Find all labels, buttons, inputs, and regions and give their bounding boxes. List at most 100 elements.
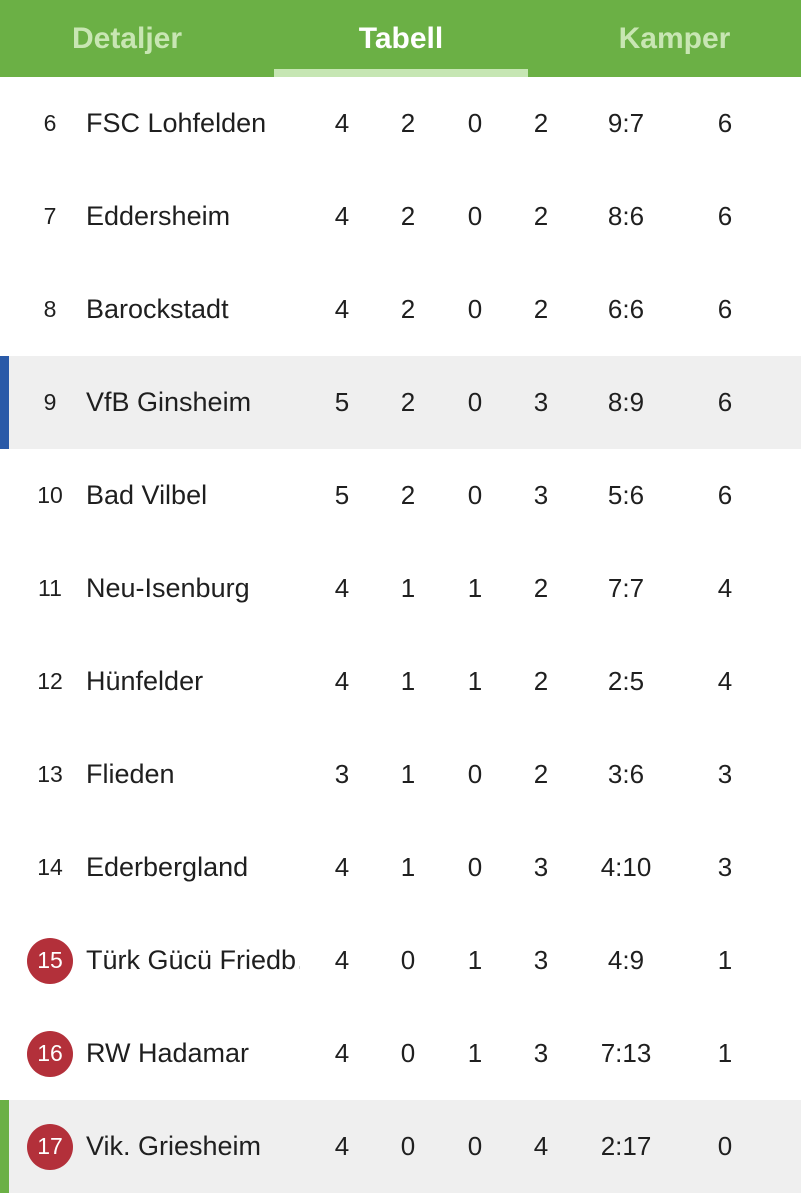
won-cell: 0 (400, 1131, 416, 1161)
drawn-cell: 0 (467, 108, 483, 138)
position-cell: 15 (20, 914, 80, 1007)
position-cell: 11 (38, 575, 62, 601)
table-row[interactable]: 7 Eddersheim 4 2 0 2 8:6 6 (0, 170, 801, 263)
lost-cell: 3 (533, 1038, 549, 1068)
points-cell: 6 (717, 294, 733, 324)
row-highlight-marker (0, 356, 9, 449)
team-name: Ederbergland (86, 852, 249, 882)
table-row[interactable]: 15 Türk Gücü Friedb… 4 0 1 3 4:9 1 (0, 914, 801, 1007)
position-cell: 17 (20, 1100, 80, 1193)
drawn-cell: 0 (467, 480, 483, 510)
row-highlight-marker (0, 1100, 9, 1193)
points-cell: 4 (717, 573, 733, 603)
tab-bar: Detaljer Tabell Kamper (0, 0, 801, 77)
drawn-cell: 0 (467, 759, 483, 789)
played-cell: 4 (334, 1038, 350, 1068)
played-cell: 5 (334, 480, 350, 510)
won-cell: 1 (400, 573, 416, 603)
table-row[interactable]: 13 Flieden 3 1 0 2 3:6 3 (0, 728, 801, 821)
won-cell: 2 (400, 480, 416, 510)
won-cell: 0 (400, 1038, 416, 1068)
table-row[interactable]: 6 FSC Lohfelden 4 2 0 2 9:7 6 (0, 77, 801, 170)
team-name: Flieden (86, 759, 175, 789)
table-row[interactable]: 16 RW Hadamar 4 0 1 3 7:13 1 (0, 1007, 801, 1100)
points-cell: 4 (717, 666, 733, 696)
lost-cell: 4 (533, 1131, 549, 1161)
points-cell: 3 (717, 852, 733, 882)
points-cell: 0 (717, 1131, 733, 1161)
drawn-cell: 1 (467, 1038, 483, 1068)
won-cell: 2 (400, 201, 416, 231)
won-cell: 0 (400, 945, 416, 975)
position-cell: 13 (37, 761, 63, 787)
team-name: RW Hadamar (86, 1038, 250, 1068)
table-row[interactable]: 10 Bad Vilbel 5 2 0 3 5:6 6 (0, 449, 801, 542)
lost-cell: 2 (533, 294, 549, 324)
relegation-badge: 17 (27, 1123, 73, 1170)
table-row[interactable]: 8 Barockstadt 4 2 0 2 6:6 6 (0, 263, 801, 356)
won-cell: 2 (400, 387, 416, 417)
drawn-cell: 1 (467, 573, 483, 603)
position-cell: 6 (43, 110, 57, 136)
lost-cell: 3 (533, 852, 549, 882)
team-name: Barockstadt (86, 294, 229, 324)
goals-cell: 2:5 (607, 666, 645, 696)
position-cell: 16 (20, 1007, 80, 1100)
team-name: Vik. Griesheim (86, 1131, 262, 1161)
points-cell: 6 (717, 201, 733, 231)
drawn-cell: 0 (467, 387, 483, 417)
tab-matches[interactable]: Kamper (618, 21, 731, 55)
played-cell: 4 (334, 108, 350, 138)
points-cell: 3 (717, 759, 733, 789)
lost-cell: 3 (533, 945, 549, 975)
won-cell: 2 (400, 294, 416, 324)
points-cell: 6 (717, 108, 733, 138)
lost-cell: 3 (533, 387, 549, 417)
played-cell: 4 (334, 294, 350, 324)
played-cell: 4 (334, 201, 350, 231)
position-cell: 12 (37, 668, 63, 694)
tab-table[interactable]: Tabell (358, 21, 444, 55)
played-cell: 4 (334, 852, 350, 882)
lost-cell: 2 (533, 759, 549, 789)
goals-cell: 7:13 (600, 1038, 652, 1068)
position-cell: 14 (37, 854, 63, 880)
team-name: Hünfelder (86, 666, 204, 696)
lost-cell: 2 (533, 573, 549, 603)
goals-cell: 7:7 (607, 573, 645, 603)
position-cell: 10 (37, 482, 63, 508)
team-name: Türk Gücü Friedb… (86, 945, 300, 975)
lost-cell: 2 (533, 108, 549, 138)
team-name: Bad Vilbel (86, 480, 208, 510)
won-cell: 1 (400, 852, 416, 882)
team-name: Neu-Isenburg (86, 573, 250, 603)
points-cell: 6 (717, 387, 733, 417)
drawn-cell: 0 (467, 852, 483, 882)
table-row[interactable]: 12 Hünfelder 4 1 1 2 2:5 4 (0, 635, 801, 728)
goals-cell: 6:6 (607, 294, 645, 324)
goals-cell: 5:6 (607, 480, 645, 510)
goals-cell: 4:10 (600, 852, 652, 882)
table-row[interactable]: 17 Vik. Griesheim 4 0 0 4 2:17 0 (0, 1100, 801, 1193)
drawn-cell: 1 (467, 945, 483, 975)
position-cell: 9 (43, 389, 57, 415)
table-row[interactable]: 14 Ederbergland 4 1 0 3 4:10 3 (0, 821, 801, 914)
tab-details[interactable]: Detaljer (71, 21, 183, 55)
goals-cell: 9:7 (607, 108, 645, 138)
points-cell: 6 (717, 480, 733, 510)
lost-cell: 3 (533, 480, 549, 510)
goals-cell: 4:9 (607, 945, 645, 975)
goals-cell: 3:6 (607, 759, 645, 789)
table-row[interactable]: 11 Neu-Isenburg 4 1 1 2 7:7 4 (0, 542, 801, 635)
goals-cell: 8:6 (607, 201, 645, 231)
lost-cell: 2 (533, 201, 549, 231)
won-cell: 2 (400, 108, 416, 138)
relegation-badge: 15 (27, 937, 73, 984)
drawn-cell: 0 (467, 1131, 483, 1161)
played-cell: 4 (334, 1131, 350, 1161)
drawn-cell: 1 (467, 666, 483, 696)
active-tab-indicator (274, 69, 528, 77)
lost-cell: 2 (533, 666, 549, 696)
table-row[interactable]: 9 VfB Ginsheim 5 2 0 3 8:9 6 (0, 356, 801, 449)
played-cell: 4 (334, 573, 350, 603)
